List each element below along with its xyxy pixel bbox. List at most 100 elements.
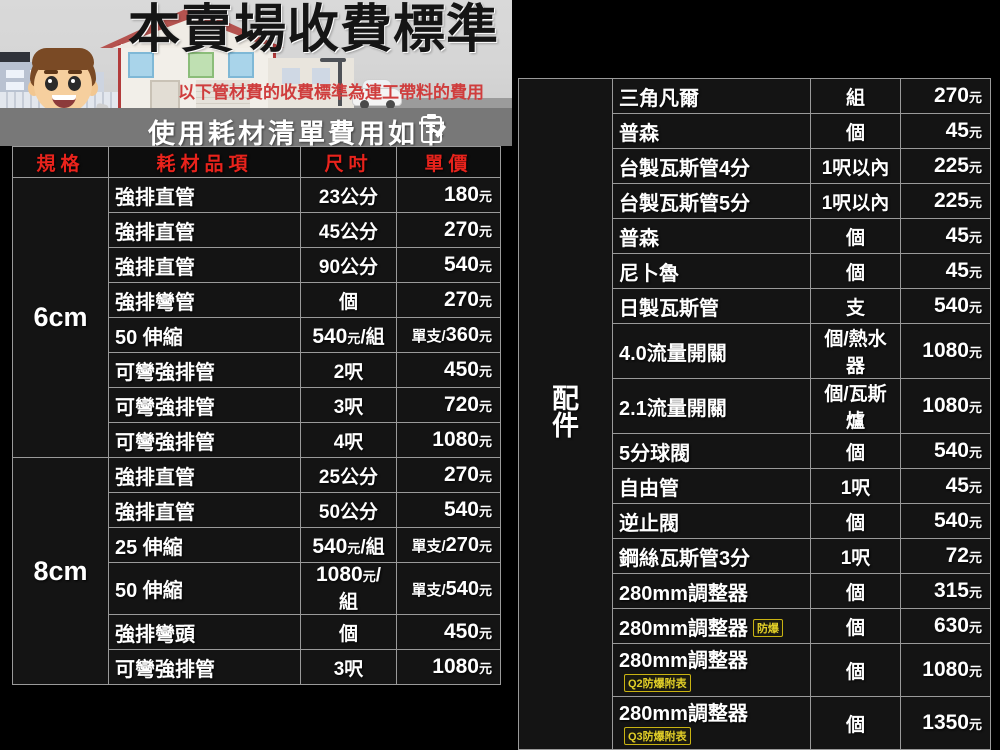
- mascot-fringe-icon: [32, 48, 94, 70]
- unit-cell: 支: [810, 288, 901, 324]
- street-lamp-icon: [320, 58, 346, 62]
- car-wheel-icon: [360, 100, 369, 109]
- unit-cell: 540元/組: [300, 317, 397, 353]
- unit-cell: 個: [810, 113, 901, 149]
- explosion-proof-badge: Q2防爆附表: [624, 674, 691, 692]
- unit-cell: 個/熱水器: [810, 323, 901, 379]
- item-cell: 280mm調整器 防爆: [612, 608, 811, 644]
- price-cell: 720元: [396, 387, 501, 423]
- price-cell: 270元: [900, 78, 991, 114]
- item-cell: 強排彎管: [108, 282, 301, 318]
- spec-cell: 6cm: [12, 177, 109, 458]
- table-row: 強排彎管個 270元: [13, 282, 501, 318]
- unit-cell: 個: [810, 643, 901, 697]
- item-cell: 50 伸縮: [108, 562, 301, 615]
- price-cell: 540元: [900, 288, 991, 324]
- item-cell: 日製瓦斯管: [612, 288, 811, 324]
- window-icon: [6, 70, 24, 78]
- table-row: 普森個 45元: [519, 113, 991, 149]
- banner-band-text: 使用耗材清單費用如下: [148, 119, 448, 146]
- table-row: 可彎強排管 4呎 1080元: [13, 422, 501, 458]
- column-header-3: 單價: [396, 146, 501, 178]
- house-roof-inner-icon: [112, 18, 272, 48]
- item-cell: 280mm調整器: [612, 573, 811, 609]
- item-cell: 強排直管: [108, 492, 301, 528]
- unit-cell: 23公分: [300, 177, 397, 213]
- item-cell: 強排直管: [108, 177, 301, 213]
- item-cell: 普森: [612, 218, 811, 254]
- unit-cell: 1080元/組: [300, 562, 397, 615]
- item-cell: 可彎強排管: [108, 649, 301, 685]
- table-row: 可彎強排管 2呎 450元: [13, 352, 501, 388]
- table-row: 強排直管 45公分 270元: [13, 212, 501, 248]
- item-cell: 可彎強排管: [108, 422, 301, 458]
- mascot-eye-icon: [68, 76, 81, 91]
- mascot-eye-icon: [45, 76, 58, 91]
- price-cell: 225元: [900, 148, 991, 184]
- explosion-proof-badge: Q3防爆附表: [624, 727, 691, 745]
- table-row: 鋼絲瓦斯管3分 1呎 72元: [519, 538, 991, 574]
- category-cell: 配件: [518, 78, 613, 750]
- unit-cell: 個: [810, 696, 901, 750]
- building-roof-icon: [0, 52, 30, 62]
- consumables-table: 規格 耗材品項 尺吋 單價 6cm 強排直管 23公分 180元 強排直管 45公分 270元 強排直…: [12, 146, 501, 685]
- price-cell: 1080元: [900, 323, 991, 379]
- price-cell: 單支/360元: [396, 317, 501, 353]
- unit-cell: 540元/組: [300, 527, 397, 563]
- price-cell: 540元: [900, 433, 991, 469]
- item-cell: 強排彎頭: [108, 614, 301, 650]
- car-wheel-icon: [386, 100, 395, 109]
- unit-cell: 個: [810, 433, 901, 469]
- unit-cell: 1呎: [810, 538, 901, 574]
- price-cell: 45元: [900, 113, 991, 149]
- table-row: 4.0流量開關 個/熱水器 1080元: [519, 323, 991, 379]
- unit-cell: 50公分: [300, 492, 397, 528]
- table-row: 6cm 強排直管 23公分 180元: [12, 177, 501, 458]
- window-icon: [6, 82, 24, 90]
- price-cell: 270元: [396, 282, 501, 318]
- table-header-row: 規格 耗材品項 尺吋 單價: [12, 146, 501, 178]
- mascot-teeth-icon: [52, 95, 76, 100]
- explosion-proof-badge: 防爆: [752, 618, 783, 637]
- house-window-icon: [228, 52, 254, 78]
- item-cell: 4.0流量開關: [612, 323, 811, 379]
- price-cell: 45元: [900, 253, 991, 289]
- house-window-icon: [128, 52, 154, 78]
- item-cell: 2.1流量開關: [612, 378, 811, 434]
- unit-cell: 個: [810, 608, 901, 644]
- right-table-body: 配件三角凡爾組 270元 普森個 45元 台製瓦斯管4分 1呎以內 225元 台製瓦斯管5分 1…: [518, 78, 991, 750]
- price-cell: 72元: [900, 538, 991, 574]
- item-cell: 280mm調整器Q3防爆附表: [612, 696, 811, 750]
- price-cell: 450元: [396, 352, 501, 388]
- unit-cell: 組: [810, 78, 901, 114]
- price-cell: 1080元: [900, 378, 991, 434]
- item-cell: 強排直管: [108, 247, 301, 283]
- item-cell: 強排直管: [108, 457, 301, 493]
- table-row: 8cm 強排直管 25公分 270元: [12, 457, 501, 685]
- house-garage-icon: [196, 80, 250, 110]
- table-row: 普森個 45元: [519, 218, 991, 254]
- table-row: 配件三角凡爾組 270元: [518, 78, 991, 750]
- table-row: 2.1流量開關 個/瓦斯爐 1080元: [519, 378, 991, 434]
- unit-cell: 3呎: [300, 387, 397, 423]
- item-cell: 三角凡爾: [612, 78, 811, 114]
- table-row: 日製瓦斯管支 540元: [519, 288, 991, 324]
- item-cell: 尼卜魯: [612, 253, 811, 289]
- table-row: 可彎強排管 3呎 720元: [13, 387, 501, 423]
- mascot-eyebrow-icon: [44, 70, 58, 74]
- item-cell: 逆止閥: [612, 503, 811, 539]
- unit-cell: 個: [300, 614, 397, 650]
- price-cell: 單支/270元: [396, 527, 501, 563]
- unit-cell: 4呎: [300, 422, 397, 458]
- price-cell: 540元: [396, 492, 501, 528]
- price-cell: 315元: [900, 573, 991, 609]
- clipboard-icon: [421, 114, 446, 143]
- price-cell: 270元: [396, 212, 501, 248]
- table-row: 5分球閥個 540元: [519, 433, 991, 469]
- house-window-icon: [312, 68, 330, 84]
- item-cell: 強排直管: [108, 212, 301, 248]
- table-row: 25 伸縮 540元/組 單支/270元: [13, 527, 501, 563]
- price-cell: 45元: [900, 218, 991, 254]
- unit-cell: 個/瓦斯爐: [810, 378, 901, 434]
